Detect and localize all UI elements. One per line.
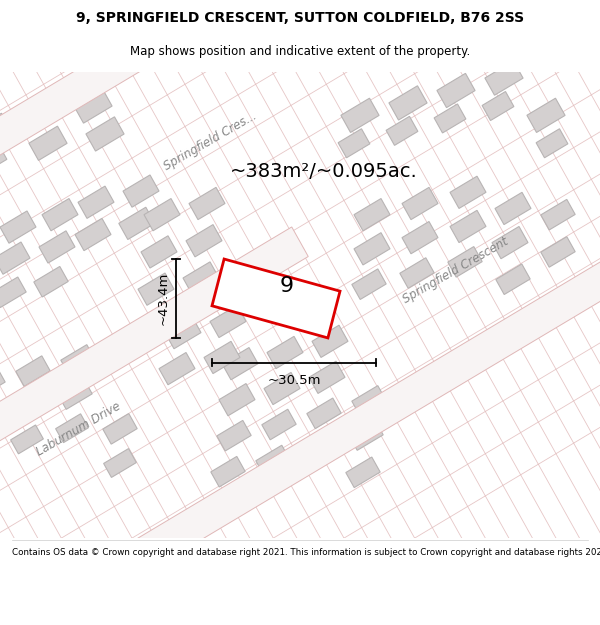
Polygon shape (352, 269, 386, 299)
Polygon shape (541, 199, 575, 230)
Polygon shape (17, 98, 55, 132)
Polygon shape (264, 372, 300, 404)
Polygon shape (219, 384, 255, 416)
Text: ~383m²/~0.095ac.: ~383m²/~0.095ac. (230, 162, 418, 181)
Text: 9, SPRINGFIELD CRESCENT, SUTTON COLDFIELD, B76 2SS: 9, SPRINGFIELD CRESCENT, SUTTON COLDFIEL… (76, 11, 524, 25)
Polygon shape (165, 316, 201, 349)
Polygon shape (338, 129, 370, 158)
Polygon shape (307, 398, 341, 429)
Polygon shape (536, 129, 568, 158)
Polygon shape (0, 227, 308, 472)
Polygon shape (103, 414, 137, 444)
Polygon shape (0, 277, 26, 308)
Text: 9: 9 (280, 276, 294, 296)
Text: Map shows position and indicative extent of the property.: Map shows position and indicative extent… (130, 45, 470, 58)
Polygon shape (301, 434, 335, 464)
Polygon shape (0, 0, 600, 186)
Polygon shape (354, 232, 390, 265)
Text: Laburnum Drive: Laburnum Drive (34, 399, 122, 458)
Text: Contains OS data © Crown copyright and database right 2021. This information is : Contains OS data © Crown copyright and d… (12, 548, 600, 557)
Polygon shape (74, 89, 112, 123)
Polygon shape (211, 456, 245, 487)
Polygon shape (0, 401, 2, 432)
Polygon shape (144, 199, 180, 231)
Polygon shape (437, 73, 475, 107)
Polygon shape (541, 237, 575, 268)
Polygon shape (448, 246, 482, 277)
Polygon shape (0, 367, 5, 398)
Polygon shape (104, 449, 136, 478)
Polygon shape (450, 176, 486, 209)
Polygon shape (349, 420, 383, 451)
Polygon shape (159, 352, 195, 385)
Polygon shape (492, 226, 528, 259)
Text: Springfield Cres...: Springfield Cres... (161, 109, 259, 173)
Polygon shape (141, 236, 177, 268)
Polygon shape (112, 231, 600, 583)
Polygon shape (123, 175, 159, 208)
Polygon shape (527, 98, 565, 132)
Polygon shape (402, 188, 438, 219)
Polygon shape (482, 91, 514, 121)
Polygon shape (42, 199, 78, 231)
Polygon shape (210, 306, 246, 338)
Polygon shape (212, 259, 340, 338)
Polygon shape (389, 86, 427, 120)
Polygon shape (256, 445, 290, 476)
Polygon shape (217, 421, 251, 451)
Polygon shape (75, 218, 111, 251)
Polygon shape (186, 224, 222, 257)
Polygon shape (78, 186, 114, 218)
Polygon shape (495, 192, 531, 224)
Polygon shape (34, 266, 68, 297)
Polygon shape (138, 273, 174, 305)
Polygon shape (312, 325, 348, 357)
Polygon shape (39, 231, 75, 263)
Polygon shape (56, 414, 88, 442)
Polygon shape (450, 211, 486, 242)
Polygon shape (0, 211, 36, 243)
Polygon shape (434, 104, 466, 133)
Polygon shape (0, 113, 10, 142)
Polygon shape (352, 386, 386, 416)
Polygon shape (309, 361, 345, 394)
Polygon shape (341, 98, 379, 132)
Polygon shape (119, 208, 155, 239)
Polygon shape (386, 116, 418, 146)
Polygon shape (58, 379, 92, 409)
Polygon shape (0, 242, 30, 274)
Polygon shape (485, 61, 523, 95)
Polygon shape (204, 341, 240, 374)
Polygon shape (183, 262, 219, 294)
Polygon shape (402, 221, 438, 254)
Polygon shape (262, 409, 296, 440)
Polygon shape (61, 344, 95, 375)
Polygon shape (11, 425, 43, 454)
Polygon shape (222, 348, 258, 380)
Polygon shape (346, 457, 380, 488)
Text: ~30.5m: ~30.5m (267, 374, 321, 387)
Polygon shape (86, 117, 124, 151)
Polygon shape (16, 356, 50, 386)
Polygon shape (13, 390, 47, 421)
Polygon shape (267, 336, 303, 369)
Text: ~43.4m: ~43.4m (156, 272, 169, 325)
Polygon shape (496, 264, 530, 294)
Polygon shape (400, 258, 434, 288)
Polygon shape (29, 126, 67, 161)
Polygon shape (354, 199, 390, 231)
Polygon shape (189, 188, 225, 219)
Polygon shape (0, 144, 7, 173)
Text: Springfield Crescent: Springfield Crescent (401, 235, 511, 306)
